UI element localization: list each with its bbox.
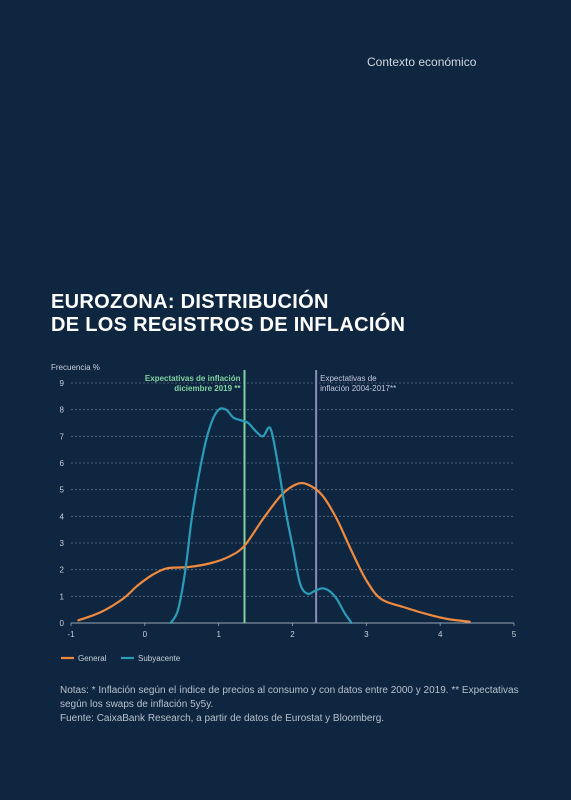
y-tick-label: 4 xyxy=(60,512,65,521)
reference-label-1-line1: Expectativas de inflación xyxy=(145,374,241,383)
x-tick-label: 2 xyxy=(290,630,295,639)
y-tick-label: 2 xyxy=(60,566,65,575)
chart-title: EUROZONA: DISTRIBUCIÓN DE LOS REGISTROS … xyxy=(51,291,405,337)
y-tick-label: 9 xyxy=(60,379,65,388)
series-line-subyacente xyxy=(169,407,353,625)
chart-title-line1: EUROZONA: DISTRIBUCIÓN xyxy=(51,291,329,313)
y-tick-label: 6 xyxy=(60,459,65,468)
legend: General Subyacente xyxy=(61,654,181,663)
legend-label-general: General xyxy=(78,654,107,663)
series-line-general xyxy=(77,481,471,623)
y-tick-label: 5 xyxy=(60,486,65,495)
section-label: Contexto económico xyxy=(367,55,477,69)
x-tick-label: 0 xyxy=(143,630,148,639)
reference-label-1-line2: diciembre 2019 ** xyxy=(174,384,241,393)
y-tick-label: 1 xyxy=(60,592,65,601)
source-text: Fuente: CaixaBank Research, a partir de … xyxy=(60,713,385,724)
chart-title-line2: DE LOS REGISTROS DE INFLACIÓN xyxy=(51,314,406,336)
legend-label-subyacente: Subyacente xyxy=(138,654,181,663)
y-tick-label: 8 xyxy=(60,406,65,415)
x-tick-label: 5 xyxy=(512,630,517,639)
x-tick-label: 4 xyxy=(438,630,443,639)
series-lines xyxy=(77,407,471,625)
y-tick-label: 0 xyxy=(60,619,65,628)
x-tick-label: -1 xyxy=(67,630,75,639)
x-tick-label: 3 xyxy=(364,630,369,639)
y-tick-label: 7 xyxy=(60,432,65,441)
y-tick-label: 3 xyxy=(60,539,65,548)
reference-label-2-line1: Expectativas de xyxy=(320,374,377,383)
notes-text: Notas: * Inflación según el índice de pr… xyxy=(60,685,519,710)
notes: Notas: * Inflación según el índice de pr… xyxy=(60,684,530,726)
reference-label-2-line2: inflación 2004-2017** xyxy=(320,384,396,393)
y-axis-label: Frecuencia % xyxy=(51,363,100,372)
x-tick-label: 1 xyxy=(216,630,221,639)
